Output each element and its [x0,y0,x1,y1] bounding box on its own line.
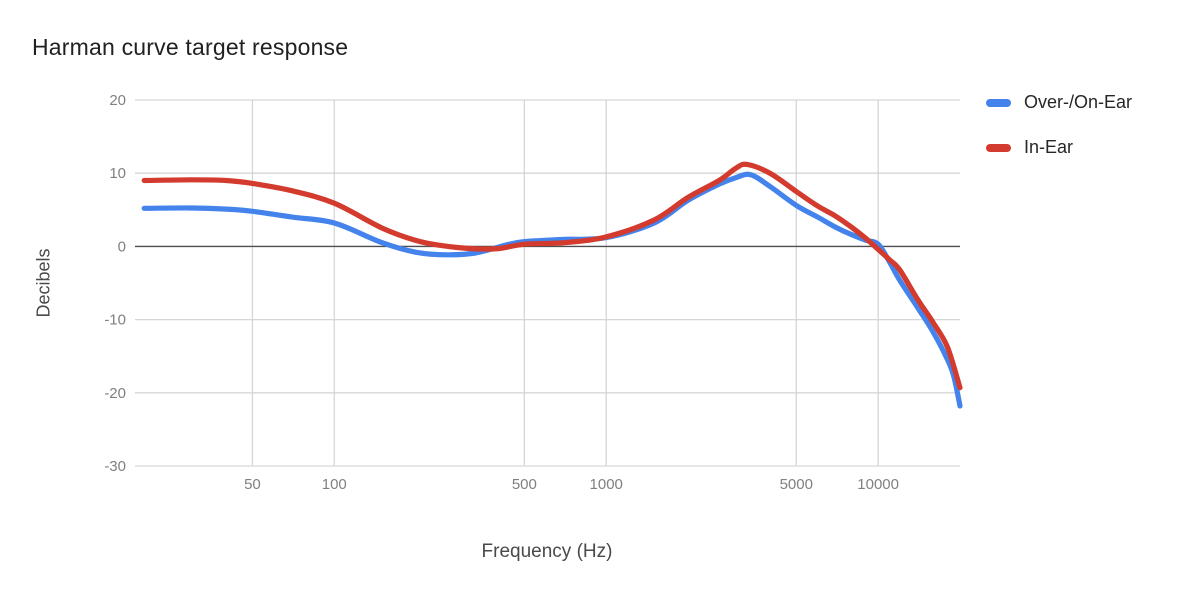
legend-swatch-red [986,143,1011,152]
y-axis-title: Decibels [33,248,54,318]
y-tick-label: -30 [104,458,126,475]
legend-label: In-Ear [1024,137,1074,157]
x-axis-title: Frequency (Hz) [481,541,613,562]
x-tick-label: 5000 [780,476,813,493]
x-tick-label: 500 [512,476,537,493]
y-tick-label: 0 [118,238,126,255]
x-tick-label: 100 [322,476,347,493]
series-line-in-ear [141,161,963,391]
y-tick-label: 10 [109,165,126,182]
x-tick-label: 10000 [857,476,899,493]
legend-item-in-ear: In-Ear [986,137,1132,158]
legend: Over-/On-Ear In-Ear [986,92,1132,158]
x-tick-label: 1000 [590,476,623,493]
y-tick-label: -20 [104,385,126,402]
legend-label: Over-/On-Ear [1024,92,1133,112]
y-tick-label: 20 [109,92,126,109]
chart-title: Harman curve target response [32,34,349,60]
x-tick-label: 50 [244,476,261,493]
legend-swatch-blue [986,98,1011,107]
y-tick-label: -10 [104,312,126,329]
legend-item-over-on-ear: Over-/On-Ear [986,92,1132,113]
series-line-over-on-ear [141,171,963,409]
